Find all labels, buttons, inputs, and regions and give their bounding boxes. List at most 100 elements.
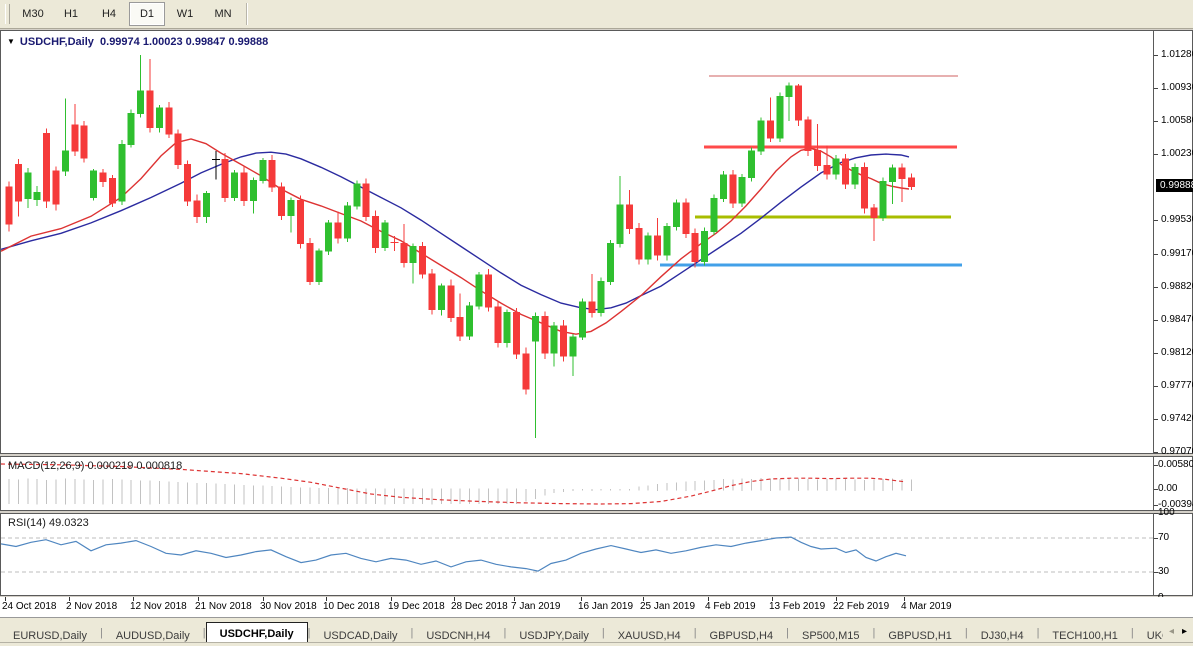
candle[interactable]: [832, 155, 840, 180]
symbol-tab-ukc[interactable]: UKC: [1146, 629, 1163, 642]
timeframe-button-m30[interactable]: M30: [22, 8, 44, 20]
candle[interactable]: [870, 204, 878, 241]
candle[interactable]: [259, 157, 267, 184]
candle[interactable]: [24, 168, 32, 208]
candle[interactable]: [240, 166, 248, 206]
candle[interactable]: [625, 189, 633, 235]
candle[interactable]: [907, 173, 915, 191]
candle[interactable]: [541, 311, 549, 359]
candle[interactable]: [635, 222, 643, 265]
candle[interactable]: [174, 129, 182, 170]
candle[interactable]: [860, 162, 868, 214]
symbol-tab-tech100-h1[interactable]: TECH100,H1: [1052, 629, 1118, 642]
candle[interactable]: [202, 190, 210, 223]
candle[interactable]: [108, 174, 116, 207]
candle[interactable]: [137, 55, 145, 118]
candle[interactable]: [672, 199, 680, 231]
candle[interactable]: [522, 347, 530, 395]
candle[interactable]: [710, 194, 718, 236]
main-chart-panel[interactable]: ▼ USDCHF,Daily 0.99974 1.00023 0.99847 0.…: [0, 30, 1193, 457]
candle[interactable]: [334, 211, 342, 244]
candle[interactable]: [306, 238, 314, 286]
candle[interactable]: [804, 116, 812, 156]
symbol-tab-usdjpy-daily[interactable]: USDJPY,Daily: [519, 629, 589, 642]
chart-dropdown-icon[interactable]: ▼: [7, 37, 15, 46]
candle[interactable]: [118, 139, 126, 205]
candle[interactable]: [155, 105, 163, 133]
candle[interactable]: [362, 178, 370, 222]
candle[interactable]: [719, 171, 727, 203]
candle[interactable]: [663, 222, 671, 261]
candle[interactable]: [52, 166, 60, 211]
symbol-tab-gbpusd-h1[interactable]: GBPUSD,H1: [888, 629, 952, 642]
candle[interactable]: [607, 239, 615, 286]
candlestick-plot[interactable]: [1, 31, 1153, 453]
symbol-tab-audusd-daily[interactable]: AUDUSD,Daily: [115, 629, 190, 642]
rsi-panel[interactable]: RSI(14) 49.0323 10070300: [0, 508, 1193, 603]
candle[interactable]: [513, 307, 521, 359]
macd-panel[interactable]: MACD(12,26,9) 0.000219 0.000818 0.005802…: [0, 456, 1193, 511]
candle[interactable]: [14, 158, 22, 217]
candle[interactable]: [484, 269, 492, 312]
date-axis[interactable]: 24 Oct 2018 2 Nov 2018 12 Nov 2018 21 Nov 2…: [0, 597, 1193, 617]
candle[interactable]: [898, 163, 906, 203]
candle[interactable]: [795, 84, 803, 126]
candle[interactable]: [503, 309, 511, 348]
macd-plot[interactable]: [1, 457, 1153, 510]
candle[interactable]: [531, 312, 539, 439]
candle[interactable]: [80, 121, 88, 163]
candle[interactable]: [400, 223, 408, 268]
candle[interactable]: [889, 164, 897, 205]
candle[interactable]: [879, 177, 887, 222]
candle[interactable]: [5, 181, 13, 232]
candle[interactable]: [748, 147, 756, 182]
candle[interactable]: [701, 227, 709, 266]
candle[interactable]: [644, 232, 652, 265]
candle[interactable]: [428, 269, 436, 315]
candle[interactable]: [437, 283, 445, 316]
timeframe-button-h1[interactable]: H1: [63, 8, 79, 20]
candle[interactable]: [494, 301, 502, 348]
timeframe-button-w1[interactable]: W1: [176, 8, 194, 20]
candle[interactable]: [550, 321, 558, 367]
candle[interactable]: [654, 218, 662, 261]
candle[interactable]: [372, 210, 380, 254]
candle[interactable]: [146, 58, 154, 133]
candle[interactable]: [466, 302, 474, 340]
candle[interactable]: [211, 151, 220, 180]
toolbar-grip[interactable]: [5, 4, 10, 24]
candle[interactable]: [776, 92, 784, 142]
candle[interactable]: [729, 170, 737, 208]
candle[interactable]: [287, 197, 295, 233]
candle[interactable]: [315, 248, 323, 286]
candle[interactable]: [597, 277, 605, 317]
candle[interactable]: [343, 202, 351, 242]
symbol-tab-usdcad-daily[interactable]: USDCAD,Daily: [323, 629, 398, 642]
candle[interactable]: [353, 180, 361, 210]
candle[interactable]: [381, 220, 389, 252]
candle[interactable]: [560, 320, 568, 362]
timeframe-button-d1[interactable]: D1: [129, 2, 165, 26]
symbol-tab-dj30-h4[interactable]: DJ30,H4: [980, 629, 1024, 642]
candle[interactable]: [475, 271, 483, 310]
timeframe-button-h4[interactable]: H4: [101, 8, 117, 20]
candle[interactable]: [268, 155, 276, 192]
candle[interactable]: [766, 97, 774, 142]
candle[interactable]: [325, 220, 333, 255]
candle[interactable]: [43, 128, 51, 208]
candle[interactable]: [578, 298, 586, 340]
candle[interactable]: [851, 163, 859, 189]
candle[interactable]: [296, 195, 304, 249]
tabs-scroll-right-icon[interactable]: ▸: [1181, 626, 1187, 637]
candle[interactable]: [682, 198, 690, 239]
candle[interactable]: [249, 177, 257, 214]
candle[interactable]: [691, 228, 699, 268]
candle[interactable]: [823, 145, 831, 180]
candle[interactable]: [193, 194, 201, 223]
tabs-scroll-left-icon[interactable]: ◂: [1168, 626, 1174, 637]
candle[interactable]: [616, 175, 624, 248]
candle[interactable]: [278, 182, 286, 221]
candle[interactable]: [99, 169, 107, 188]
symbol-tab-xauusd-h4[interactable]: XAUUSD,H4: [617, 629, 681, 642]
candle[interactable]: [61, 98, 69, 176]
